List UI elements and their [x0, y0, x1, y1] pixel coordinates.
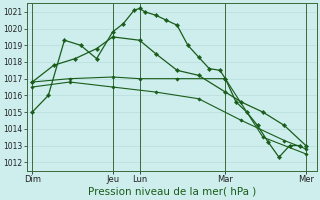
- X-axis label: Pression niveau de la mer( hPa ): Pression niveau de la mer( hPa ): [88, 187, 256, 197]
